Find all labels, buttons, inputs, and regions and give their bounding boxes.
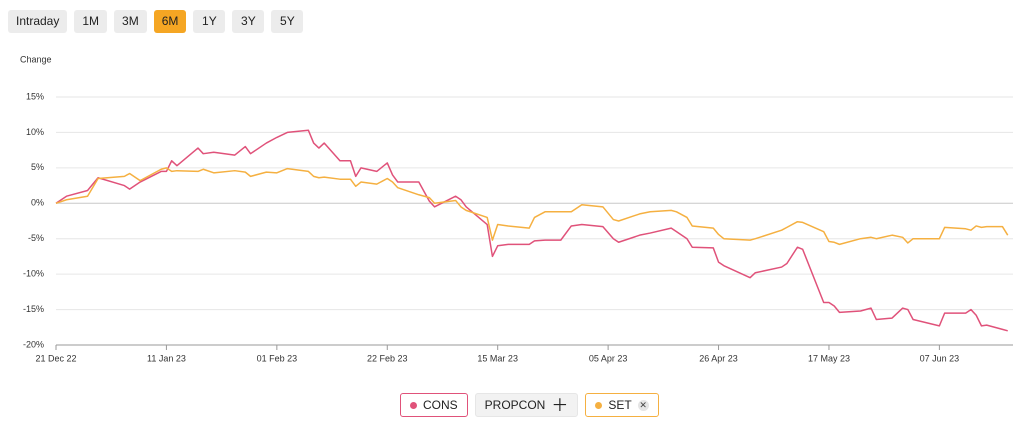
- y-tick-label: -10%: [23, 269, 44, 279]
- x-tick-label: 17 May 23: [808, 353, 850, 363]
- x-tick-label: 11 Jan 23: [147, 353, 186, 363]
- x-tick-label: 22 Feb 23: [367, 353, 408, 363]
- y-tick-label: 5%: [31, 162, 44, 172]
- y-tick-label: -20%: [23, 339, 44, 349]
- range-button[interactable]: 3M: [114, 10, 147, 33]
- add-series-label: PROPCON: [484, 398, 546, 412]
- x-tick-label: 07 Jun 23: [920, 353, 960, 363]
- x-tick-label: 05 Apr 23: [589, 353, 628, 363]
- legend: CONS PROPCON ＋ SET ✕: [400, 393, 659, 417]
- add-icon: ＋: [551, 395, 569, 415]
- legend-button[interactable]: CONS: [400, 393, 468, 417]
- legend-dot: [595, 401, 603, 409]
- y-tick-label: -15%: [23, 304, 44, 314]
- range-button[interactable]: Intraday: [8, 10, 68, 33]
- remove-icon[interactable]: ✕: [637, 399, 649, 411]
- legend-dot: [410, 401, 417, 409]
- range-button[interactable]: 6M: [153, 10, 187, 33]
- series-line: [55, 129, 1008, 332]
- range-button[interactable]: 1Y: [193, 10, 226, 33]
- y-tick-label: 10%: [26, 127, 44, 137]
- range-button[interactable]: 3Y: [232, 10, 265, 33]
- y-axis-label: Change: [20, 54, 52, 64]
- y-tick-label: 15%: [26, 91, 44, 101]
- legend-label: SET: [608, 398, 632, 412]
- range-button[interactable]: 1M: [74, 10, 108, 33]
- legend-button[interactable]: SET ✕: [585, 393, 659, 417]
- y-tick-label: -5%: [28, 233, 44, 243]
- x-tick-label: 26 Apr 23: [699, 353, 738, 363]
- range-selector: Intraday 1M 3M 6M 1Y 3Y 5Y: [8, 10, 304, 33]
- x-tick-label: 21 Dec 22: [35, 353, 76, 363]
- range-button[interactable]: 5Y: [271, 10, 304, 33]
- y-tick-label: 0%: [31, 198, 44, 208]
- legend-label: CONS: [423, 398, 458, 412]
- add-series-button[interactable]: PROPCON ＋: [474, 393, 579, 417]
- series-line: [55, 167, 1009, 246]
- x-tick-label: 15 Mar 23: [477, 353, 518, 363]
- x-tick-label: 01 Feb 23: [257, 353, 298, 363]
